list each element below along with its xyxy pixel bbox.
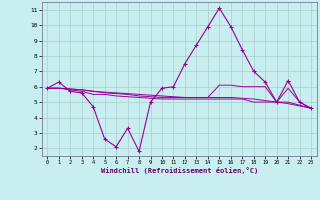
X-axis label: Windchill (Refroidissement éolien,°C): Windchill (Refroidissement éolien,°C) <box>100 167 258 174</box>
